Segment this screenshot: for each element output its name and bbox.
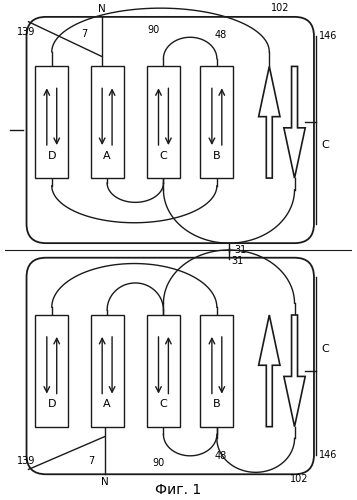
- Text: 146: 146: [319, 32, 337, 42]
- Text: C: C: [322, 344, 330, 353]
- Text: B: B: [213, 400, 221, 409]
- Text: A: A: [103, 150, 111, 160]
- Text: 139: 139: [17, 26, 35, 36]
- Text: 48: 48: [215, 30, 227, 40]
- Text: 90: 90: [152, 458, 165, 468]
- Text: 139: 139: [17, 456, 35, 466]
- Text: Фиг. 1: Фиг. 1: [155, 483, 201, 497]
- Text: D: D: [47, 150, 56, 160]
- Text: 31: 31: [234, 245, 246, 255]
- Bar: [147, 315, 180, 426]
- Text: C: C: [322, 140, 330, 149]
- Text: N: N: [99, 4, 106, 14]
- Bar: [91, 315, 124, 426]
- Bar: [91, 66, 124, 178]
- Polygon shape: [284, 66, 305, 178]
- Text: C: C: [160, 150, 167, 160]
- Bar: [147, 66, 180, 178]
- Text: 31: 31: [231, 256, 244, 266]
- Text: 102: 102: [271, 3, 290, 13]
- Text: D: D: [47, 400, 56, 409]
- Text: 48: 48: [215, 451, 227, 461]
- Text: 90: 90: [147, 26, 160, 36]
- Text: 7: 7: [88, 456, 94, 466]
- Text: 7: 7: [81, 28, 87, 38]
- Polygon shape: [284, 315, 305, 426]
- Bar: [35, 315, 68, 426]
- Text: A: A: [103, 400, 111, 409]
- Text: 146: 146: [319, 450, 337, 460]
- Text: N: N: [101, 477, 109, 487]
- Bar: [35, 66, 68, 178]
- Text: C: C: [160, 400, 167, 409]
- Polygon shape: [258, 66, 280, 178]
- Bar: [200, 315, 233, 426]
- Polygon shape: [258, 315, 280, 426]
- Text: B: B: [213, 150, 221, 160]
- Bar: [200, 66, 233, 178]
- Text: 102: 102: [290, 474, 308, 484]
